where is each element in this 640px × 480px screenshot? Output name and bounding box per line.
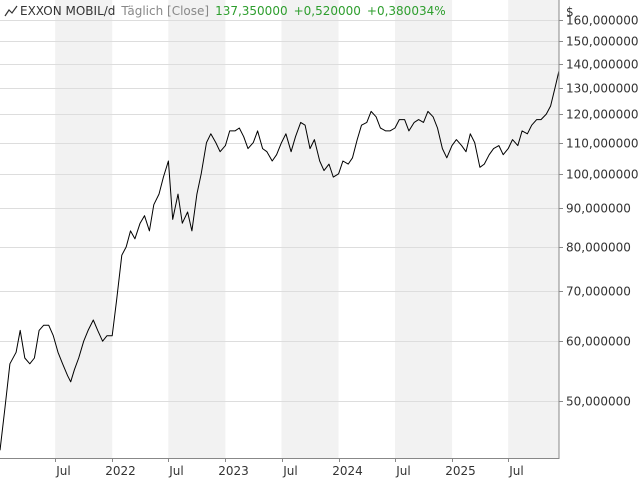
grid-lines: [0, 20, 559, 402]
y-tick-label: 50,000000: [566, 395, 631, 409]
half-year-band: [55, 0, 113, 458]
half-year-band: [281, 0, 339, 458]
x-tick-label: Jul: [55, 464, 70, 478]
x-tick-label: Jul: [282, 464, 297, 478]
y-tick-label: 160,000000: [566, 14, 639, 28]
y-tick-label: 120,000000: [566, 108, 639, 122]
last-price: 137,350000: [215, 4, 288, 18]
y-tick-label: 70,000000: [566, 285, 631, 299]
y-axis-unit-label: $: [566, 5, 574, 19]
instrument-name: EXXON MOBIL/d: [20, 4, 116, 18]
y-tick-label: 100,000000: [566, 168, 639, 182]
half-year-bands: [55, 0, 559, 458]
chart-header: EXXON MOBIL/d Täglich [Close] 137,350000 +0…: [4, 4, 452, 18]
y-tick-label: 110,000000: [566, 137, 639, 151]
y-axis: 160,000000 150,000000 140,000000 130,000000…: [559, 14, 639, 409]
y-tick-label: 130,000000: [566, 82, 639, 96]
price-series-line: [0, 70, 560, 451]
y-tick-label: 140,000000: [566, 58, 639, 72]
x-tick-label: Jul: [395, 464, 410, 478]
x-tick-label: 2025: [445, 464, 476, 478]
y-tick-label: 90,000000: [566, 202, 631, 216]
x-tick-label: 2022: [105, 464, 136, 478]
half-year-band: [168, 0, 226, 458]
x-tick-label: Jul: [508, 464, 523, 478]
change-absolute: +0,520000: [293, 4, 361, 18]
y-tick-label: 150,000000: [566, 35, 639, 49]
half-year-band: [394, 0, 453, 458]
y-tick-label: 80,000000: [566, 241, 631, 255]
x-tick-label: Jul: [168, 464, 183, 478]
half-year-band: [508, 0, 559, 458]
series-group: [0, 70, 560, 451]
period-label: Täglich [Close]: [121, 4, 210, 18]
change-percent: +0,380034%: [366, 4, 446, 18]
y-tick-label: 60,000000: [566, 335, 631, 349]
x-tick-label: 2024: [332, 464, 363, 478]
line-chart-icon: [4, 5, 18, 17]
x-axis: Jul 2022 Jul 2023 Jul 2024 Jul 2025 Jul: [55, 458, 524, 478]
x-tick-label: 2023: [218, 464, 249, 478]
